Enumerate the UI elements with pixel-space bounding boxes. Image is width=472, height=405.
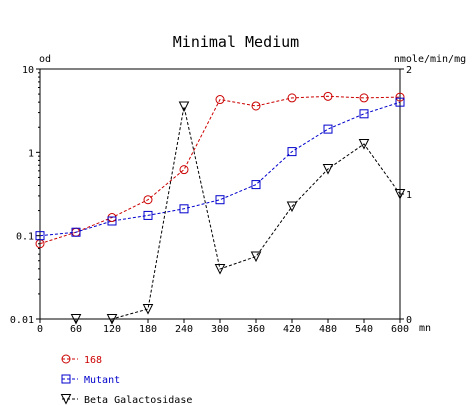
x-tick-label: 180: [139, 324, 157, 335]
legend-label: Mutant: [84, 375, 120, 386]
legend-label: Beta Galactosidase: [84, 395, 192, 405]
data-point-circle: [251, 101, 261, 111]
data-point-square: [71, 227, 81, 237]
data-point-triangle-down: [286, 201, 298, 213]
x-axis-unit-label: mn: [419, 323, 431, 334]
legend: 168 Mutant Beta Galactosidase: [60, 354, 192, 405]
data-point-circle: [143, 195, 153, 205]
x-tick-label: 480: [319, 324, 337, 335]
data-point-square: [287, 147, 297, 157]
right-axis-label: nmole/min/mg: [394, 54, 466, 65]
legend-label: 168: [84, 355, 102, 366]
data-point-circle: [179, 165, 189, 175]
data-point-triangle-down: [250, 251, 262, 263]
data-point-circle: [395, 92, 405, 102]
x-tick-label: 420: [283, 324, 301, 335]
series-line-triangle-down: [76, 106, 401, 320]
data-point-triangle-down: [178, 101, 190, 113]
data-point-circle: [287, 93, 297, 103]
data-point-square: [179, 204, 189, 214]
data-point-triangle-down: [106, 314, 118, 325]
data-point-square: [143, 210, 153, 220]
series-line-square: [39, 101, 401, 237]
data-point-square: [107, 216, 117, 226]
left-tick-label: 0.01: [10, 315, 34, 326]
data-point-triangle-down: [142, 304, 154, 315]
data-point-circle: [323, 91, 333, 101]
series-line-circle: [39, 95, 401, 245]
left-axis-label: od: [39, 54, 51, 65]
x-tick-label: 60: [70, 324, 82, 335]
chart-title: Minimal Medium: [173, 33, 299, 51]
right-tick-label: 2: [406, 65, 412, 76]
left-tick-label: 10: [22, 65, 34, 76]
x-axis: 0 60 120 180 240 300 360 420 480 540 600: [37, 319, 409, 335]
data-point-square: [35, 231, 45, 241]
left-tick-label: 1: [28, 148, 34, 159]
data-point-triangle-down: [394, 189, 406, 200]
x-tick-label: 120: [103, 324, 121, 335]
plot-frame: [39, 68, 401, 320]
x-tick-label: 600: [391, 324, 409, 335]
left-tick-label: 0.1: [16, 232, 34, 243]
legend-marker-triangle-down: [60, 394, 72, 405]
legend-marker-circle: [61, 354, 71, 364]
data-point-square: [323, 124, 333, 134]
x-tick-label: 540: [355, 324, 373, 335]
right-tick-label: 0: [406, 315, 412, 326]
x-tick-label: 300: [211, 324, 229, 335]
x-tick-label: 240: [175, 324, 193, 335]
data-point-circle: [215, 95, 225, 105]
right-tick-label: 1: [406, 190, 412, 201]
data-point-triangle-down: [70, 314, 82, 325]
series-lines: [39, 95, 401, 320]
data-point-square: [359, 109, 369, 119]
data-point-triangle-down: [358, 139, 370, 150]
data-point-square: [251, 180, 261, 190]
legend-marker-square: [61, 374, 71, 384]
x-tick-label: 360: [247, 324, 265, 335]
data-point-triangle-down: [214, 264, 226, 275]
data-point-triangle-down: [322, 164, 334, 175]
series-markers: [35, 91, 406, 325]
x-tick-label: 0: [37, 324, 43, 335]
data-point-square: [215, 195, 225, 205]
data-point-square: [395, 97, 405, 107]
left-y-axis: 0.01 0.1 1 10: [10, 65, 40, 326]
data-point-circle: [359, 93, 369, 103]
